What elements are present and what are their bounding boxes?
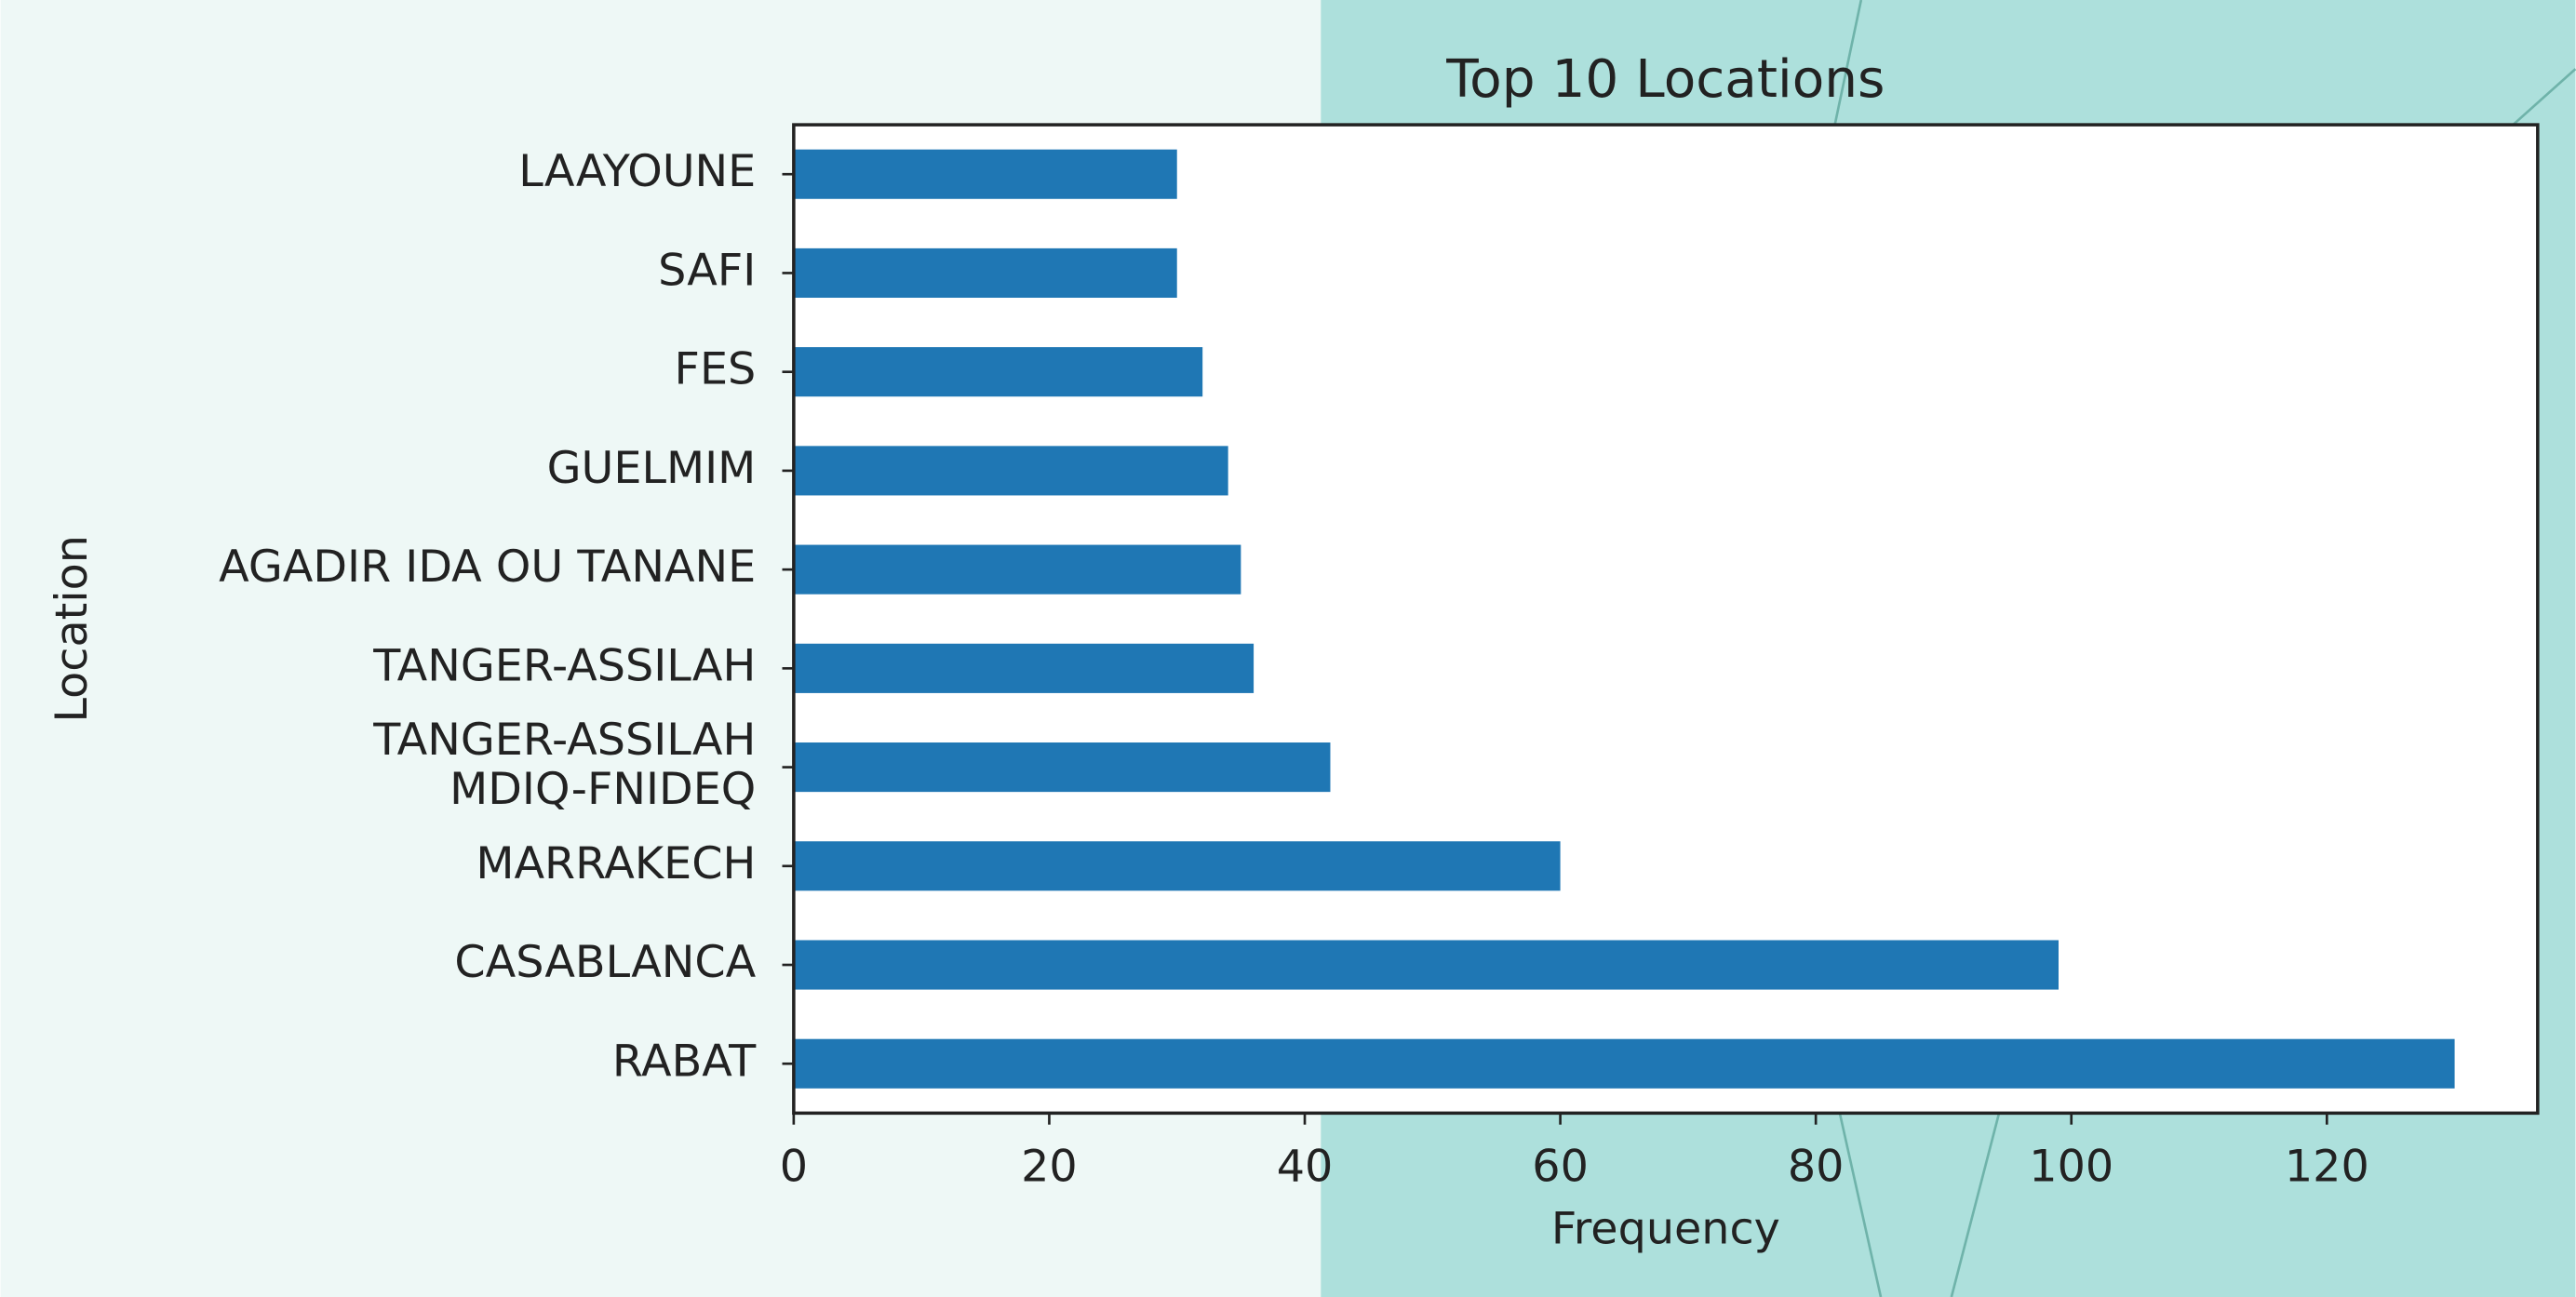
x-tick-label: 100 bbox=[2029, 1141, 2113, 1192]
x-axis-label: Frequency bbox=[1551, 1203, 1780, 1254]
plot-frame bbox=[792, 123, 2540, 1116]
x-tick-label: 120 bbox=[2285, 1141, 2369, 1192]
bar bbox=[793, 247, 1177, 299]
y-tick-label: TANGER-ASSILAH MDIQ-FNIDEQ bbox=[372, 715, 756, 815]
bar bbox=[793, 841, 1561, 891]
y-tick-label: MARRAKECH bbox=[476, 838, 756, 889]
y-tick-label: RABAT bbox=[612, 1036, 757, 1087]
x-tick-label: 60 bbox=[1532, 1141, 1589, 1192]
x-tick-label: 0 bbox=[780, 1141, 808, 1192]
x-tick-label: 40 bbox=[1277, 1141, 1334, 1192]
chart-title: Top 10 Locations bbox=[1445, 49, 1885, 110]
y-tick-label: FES bbox=[675, 344, 757, 395]
y-tick-label: CASABLANCA bbox=[454, 937, 756, 988]
y-tick-label: GUELMIM bbox=[547, 443, 757, 494]
x-tick-label: 20 bbox=[1021, 1141, 1078, 1192]
decor-lines bbox=[1833, 0, 2576, 1297]
bar bbox=[793, 940, 2059, 990]
bar bbox=[793, 742, 1331, 793]
bar bbox=[793, 149, 1177, 199]
y-tick-label: LAAYOUNE bbox=[518, 146, 756, 197]
bar bbox=[793, 1038, 2455, 1089]
bar bbox=[793, 544, 1241, 595]
x-tick-label: 80 bbox=[1788, 1141, 1845, 1192]
y-tick-label: TANGER-ASSILAH bbox=[372, 640, 756, 691]
y-tick-label: AGADIR IDA OU TANANE bbox=[219, 542, 756, 593]
bar bbox=[793, 643, 1254, 693]
bar bbox=[793, 347, 1203, 397]
bar bbox=[793, 446, 1228, 496]
y-tick-label: SAFI bbox=[658, 245, 756, 296]
y-axis-label: Location bbox=[47, 535, 98, 722]
